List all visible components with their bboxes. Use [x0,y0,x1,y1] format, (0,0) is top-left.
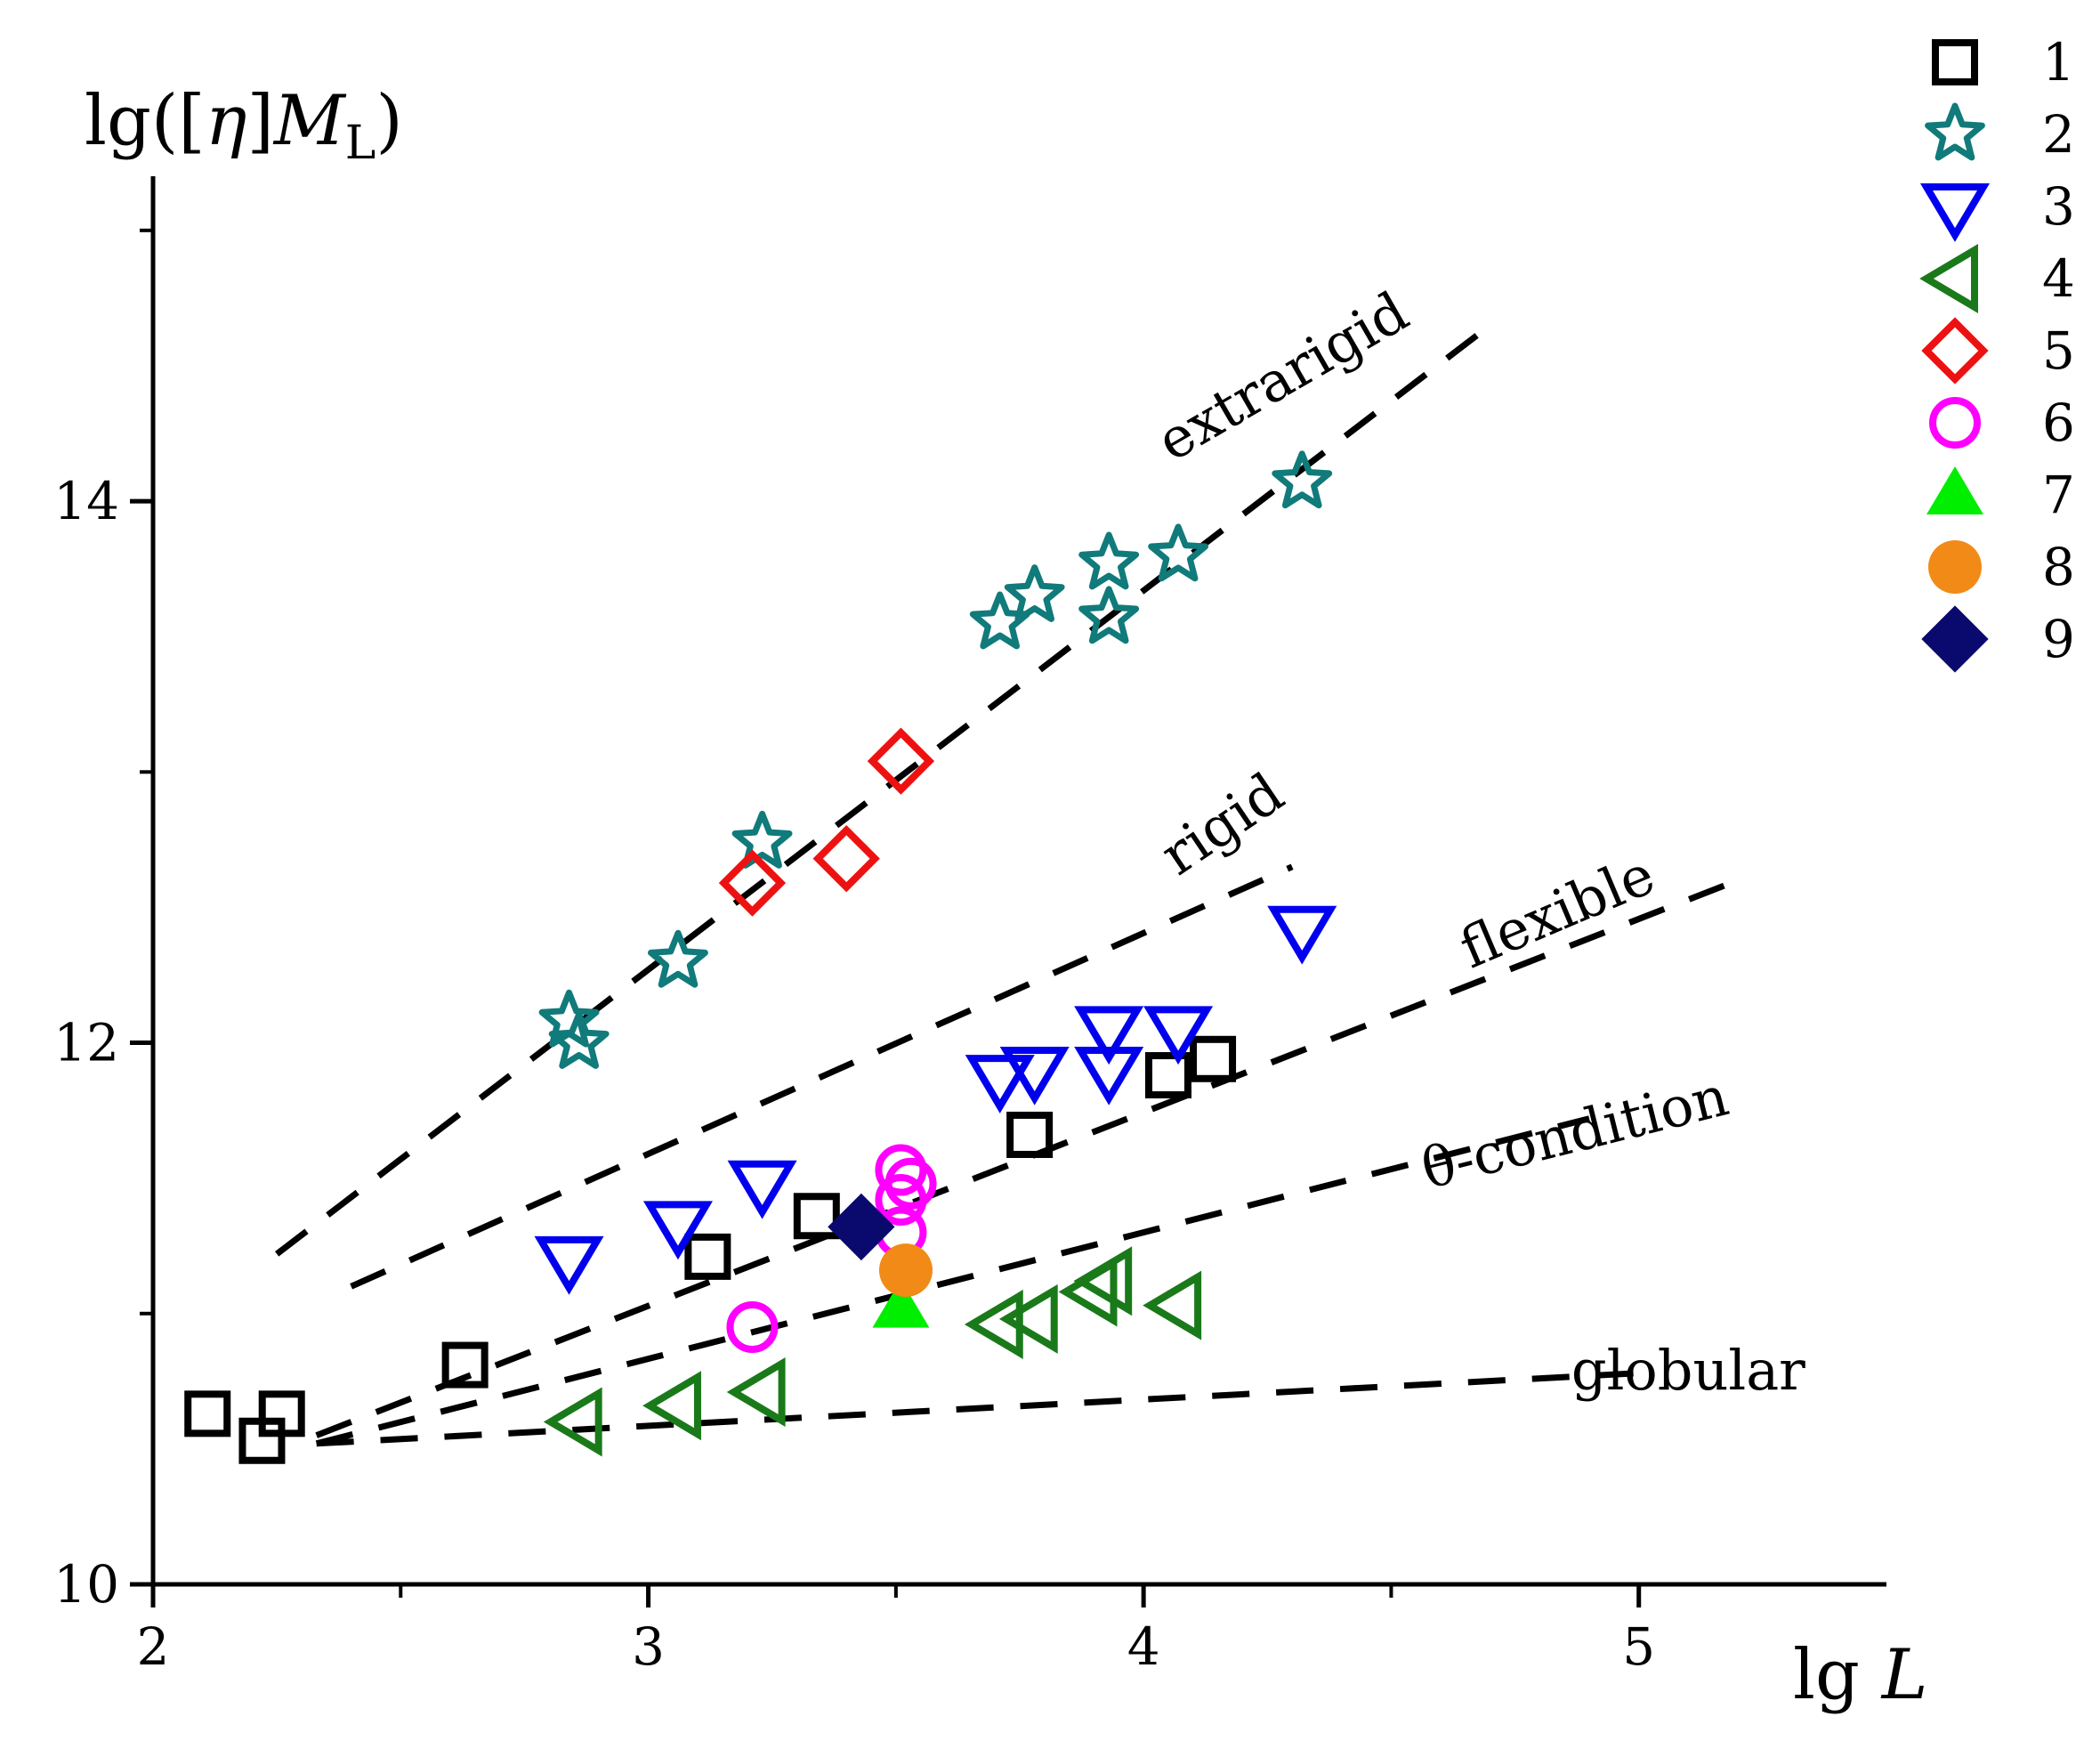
data-points [184,450,1337,1464]
curve-label-extrarigid: extrarigid [1146,279,1419,474]
point-series-6 [875,1173,927,1226]
point-series-9 [828,1193,895,1261]
point-series-4 [1143,1270,1202,1340]
legend-marker-5 [1921,317,1989,385]
point-series-3 [1074,1046,1144,1105]
point-series-1 [184,1390,231,1437]
point-series-2 [1004,564,1065,622]
legend-marker-7 [1926,466,1983,514]
y-axis-title: lg([η]ML) [85,81,403,170]
point-series-3 [1074,1006,1144,1065]
x-tick-label: 5 [1622,1616,1655,1677]
point-series-1 [1190,1035,1237,1082]
x-tick-label: 4 [1127,1616,1160,1677]
legend-marker-8 [1928,540,1982,594]
point-series-3 [965,1055,1035,1113]
y-tick-label: 14 [53,471,119,531]
point-series-3 [1143,1006,1214,1065]
curve-rigid [350,863,1294,1290]
x-tick-label: 3 [632,1616,665,1677]
curve-label-globular: globular [1571,1338,1805,1403]
axes [150,176,1886,1587]
point-series-3 [534,1235,604,1295]
curve-globular [316,1370,1639,1447]
point-series-8 [878,1243,933,1298]
point-series-4 [543,1387,602,1457]
x-tick-label: 2 [137,1616,170,1677]
point-series-4 [642,1371,701,1441]
point-series-1 [441,1341,489,1389]
ticks: 2 3 4 5 10 12 14 [53,228,1655,1677]
point-series-1 [684,1233,731,1280]
legend-label-3: 3 [2042,176,2075,237]
legend-marker-6 [1929,397,1981,449]
legend-label-8: 8 [2042,537,2075,597]
legend-label-2: 2 [2042,104,2075,165]
point-series-5 [718,849,787,917]
curve-label-theta-condition: θ-condition [1415,1063,1734,1202]
legend-marker-4 [1919,243,1978,314]
curve-label-rigid: rigid [1149,760,1295,888]
point-series-4 [998,1283,1058,1354]
legend-label-5: 5 [2042,320,2075,381]
point-series-1 [1144,1052,1191,1099]
y-tick-label: 12 [53,1013,119,1073]
point-series-6 [726,1300,779,1353]
point-series-4 [726,1356,786,1428]
legend-label-6: 6 [2042,393,2075,453]
point-series-2 [648,929,708,988]
curve-theta-condition [315,1115,1590,1447]
point-series-5 [812,825,880,893]
point-series-5 [867,727,935,795]
point-series-6 [875,1144,927,1196]
x-axis-title: lg L [1793,1635,1927,1715]
legend-marker-3 [1919,183,1991,242]
point-series-2 [548,1011,610,1069]
legend-marker-2 [1925,102,1985,161]
legend-label-9: 9 [2042,609,2075,669]
legend-marker-1 [1932,39,1978,85]
point-series-3 [642,1201,713,1260]
point-series-2 [1272,450,1333,509]
legend: 1 2 3 4 5 6 7 8 9 [1919,32,2075,673]
point-series-2 [731,810,793,869]
legend-label-4: 4 [2042,248,2075,309]
point-series-3 [727,1160,797,1219]
legend-label-7: 7 [2042,465,2075,525]
legend-marker-9 [1921,605,1989,673]
point-series-2 [1078,586,1140,644]
point-series-1 [1006,1111,1054,1158]
legend-label-1: 1 [2042,32,2075,93]
point-series-1 [793,1193,840,1240]
curve-labels: extrarigid rigid flexible θ-condition globul… [1146,279,1805,1403]
curve-label-flexible: flexible [1450,842,1663,982]
point-series-3 [1267,905,1337,965]
y-tick-label: 10 [53,1554,119,1615]
point-series-4 [1073,1246,1133,1316]
point-series-3 [999,1046,1070,1105]
point-series-2 [1078,531,1140,590]
point-series-1 [258,1390,305,1437]
reference-curves [275,322,1740,1447]
point-series-2 [1148,523,1208,582]
point-series-7 [872,1279,930,1328]
